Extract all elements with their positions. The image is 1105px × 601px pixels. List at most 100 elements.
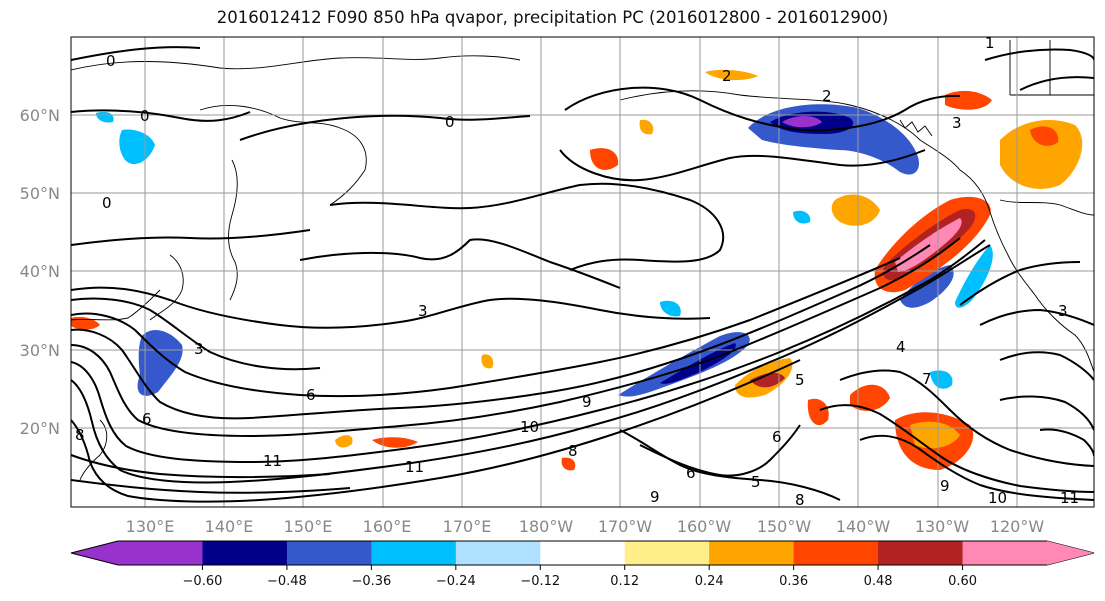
positive-anomaly-patch — [807, 398, 829, 426]
negative-anomaly-patch — [660, 300, 681, 317]
contour-label: 3 — [194, 340, 204, 358]
qvapor-contours — [71, 46, 1094, 503]
positive-anomaly-patch — [335, 435, 353, 448]
contour-label: 6 — [142, 410, 152, 428]
colorbar-tick-label: 0.36 — [779, 574, 808, 589]
colorbar-segment — [371, 541, 457, 565]
positive-anomaly-patch — [71, 316, 100, 330]
contour-label: 0 — [445, 113, 455, 131]
lat-label: 20°N — [20, 419, 60, 438]
positive-anomaly-patch — [850, 384, 890, 411]
lat-label: 30°N — [20, 341, 60, 360]
negative-anomaly-patch — [119, 129, 155, 165]
colorbar-segment — [202, 541, 288, 565]
lon-label: 170°E — [443, 517, 492, 536]
positive-anomaly-patch — [750, 372, 785, 388]
contour-label: 9 — [650, 488, 660, 506]
negative-anomaly-patch — [782, 116, 822, 128]
contour-label: 10 — [988, 489, 1007, 507]
positive-anomaly-patch — [590, 148, 619, 170]
lon-label: 150°E — [284, 517, 333, 536]
contour-label: 9 — [940, 477, 950, 495]
contour-label: 5 — [795, 371, 805, 389]
longitude-labels: 130°E 140°E 150°E 160°E 170°E 180°W 170°… — [126, 517, 1045, 536]
colorbar-segment — [962, 541, 1048, 565]
colorbar-tick-label: −0.24 — [436, 574, 476, 589]
colorbar: −0.60 −0.48 −0.36 −0.24 −0.12 0.12 0.24 0.36 0.4… — [70, 540, 1095, 589]
lon-label: 120°W — [990, 517, 1045, 536]
colorbar-tick-label: −0.12 — [520, 574, 560, 589]
positive-anomaly-patch — [1000, 120, 1083, 189]
latitude-labels: 60°N 50°N 40°N 30°N 20°N — [20, 106, 60, 438]
chart-title: 2016012412 F090 850 hPa qvapor, precipit… — [216, 8, 889, 27]
lon-label: 140°W — [836, 517, 891, 536]
contour-label: 11 — [263, 452, 282, 470]
negative-anomaly-patch — [618, 332, 750, 397]
colorbar-segment — [540, 541, 626, 565]
colorbar-segment — [793, 541, 879, 565]
negative-anomaly-patch — [955, 245, 993, 308]
contour-label: 5 — [751, 473, 761, 491]
contour-label: 8 — [568, 442, 578, 460]
negative-anomaly-patch — [793, 210, 811, 224]
colorbar-segment — [624, 541, 710, 565]
colorbar-tick-label: 0.24 — [695, 574, 724, 589]
contour-label: 6 — [306, 386, 316, 404]
contour-label: 1 — [985, 34, 995, 52]
lon-label: 150°W — [757, 517, 812, 536]
lon-label: 160°E — [363, 517, 412, 536]
lon-label: 170°W — [598, 517, 653, 536]
colorbar-tick-label: 0.60 — [948, 574, 977, 589]
lon-label: 180°W — [519, 517, 574, 536]
positive-anomaly-patch — [831, 194, 880, 226]
contour-label: 3 — [1058, 302, 1068, 320]
lat-label: 60°N — [20, 106, 60, 125]
colorbar-extend-high — [1047, 541, 1094, 565]
colorbar-tick-label: −0.60 — [183, 574, 223, 589]
lon-label: 130°W — [915, 517, 970, 536]
contour-label: 6 — [772, 428, 782, 446]
lat-label: 40°N — [20, 262, 60, 281]
contour-label: 9 — [582, 393, 592, 411]
colorbar-tick-label: 0.48 — [864, 574, 893, 589]
colorbar-segment — [118, 541, 203, 565]
graticule — [71, 37, 1094, 507]
positive-anomaly-patch — [639, 119, 654, 135]
positive-anomaly-patch — [481, 354, 494, 369]
contour-label: 11 — [405, 458, 424, 476]
contour-label: 8 — [795, 491, 805, 509]
colorbar-tick-label: −0.48 — [267, 574, 307, 589]
contour-label: 3 — [952, 114, 962, 132]
contour-label: 0 — [106, 52, 116, 70]
contour-labels: 0 0 0 0 1 2 2 3 3 3 3 4 5 5 6 6 6 6 7 8 — [75, 34, 1079, 509]
lon-label: 140°E — [205, 517, 254, 536]
contour-label: 8 — [75, 426, 85, 444]
contour-label: 2 — [822, 87, 832, 105]
colorbar-segment — [878, 541, 964, 565]
contour-label: 0 — [102, 194, 112, 212]
contour-label: 2 — [722, 67, 732, 85]
negative-anomaly-patch — [137, 330, 183, 396]
colorbar-tick-label: 0.12 — [610, 574, 639, 589]
positive-anomaly-patch — [1030, 126, 1059, 146]
positive-anomaly-patch — [561, 457, 576, 471]
lon-label: 130°E — [126, 517, 175, 536]
lon-label: 160°W — [677, 517, 732, 536]
colorbar-extend-low — [71, 541, 118, 565]
positive-anomaly-patch — [705, 69, 758, 81]
contour-label: 10 — [520, 418, 539, 436]
colorbar-segment — [286, 541, 372, 565]
negative-anomaly-patch — [930, 370, 953, 389]
contour-label: 6 — [686, 464, 696, 482]
lat-label: 50°N — [20, 184, 60, 203]
contour-label: 7 — [922, 370, 932, 388]
coastlines — [71, 40, 1094, 481]
contour-label: 0 — [140, 107, 150, 125]
colorbar-tick-label: −0.36 — [351, 574, 391, 589]
map-panel: 0 0 0 0 1 2 2 3 3 3 3 4 5 5 6 6 6 6 7 8 — [70, 34, 1095, 509]
contour-label: 3 — [418, 302, 428, 320]
contour-label: 11 — [1060, 489, 1079, 507]
colorbar-segment — [709, 541, 795, 565]
colorbar-segment — [455, 541, 541, 565]
